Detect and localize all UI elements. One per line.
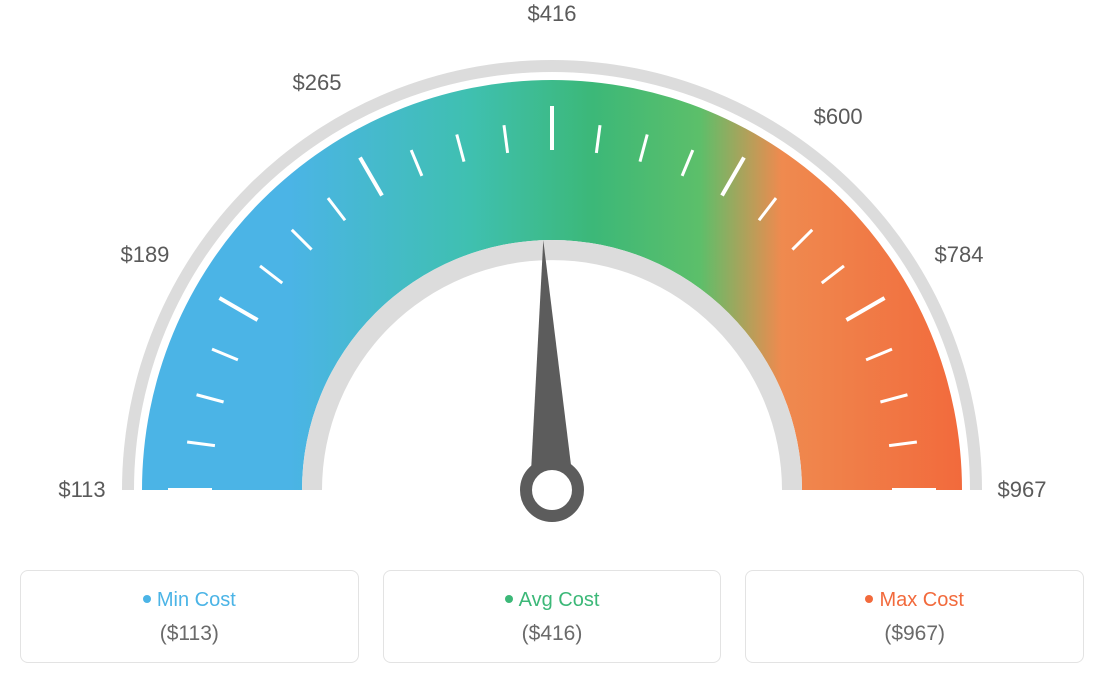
legend-value-min: ($113) xyxy=(31,622,348,646)
legend-card-avg: Avg Cost ($416) xyxy=(383,570,722,663)
cost-gauge-container: $113$189$265$416$600$784$967 Min Cost ($… xyxy=(20,20,1084,663)
dot-icon xyxy=(865,595,873,603)
gauge-svg xyxy=(20,20,1084,560)
legend-title-text: Avg Cost xyxy=(519,589,600,611)
legend-title-max: Max Cost xyxy=(756,589,1073,612)
legend-title-avg: Avg Cost xyxy=(394,589,711,612)
legend-card-max: Max Cost ($967) xyxy=(745,570,1084,663)
gauge-tick-label: $113 xyxy=(58,477,105,503)
legend-title-min: Min Cost xyxy=(31,589,348,612)
legend-card-min: Min Cost ($113) xyxy=(20,570,359,663)
dot-icon xyxy=(505,595,513,603)
legend-row: Min Cost ($113) Avg Cost ($416) Max Cost… xyxy=(20,570,1084,663)
gauge-tick-label: $784 xyxy=(935,242,984,268)
gauge-tick-label: $600 xyxy=(814,104,863,130)
dot-icon xyxy=(143,595,151,603)
gauge-tick-label: $189 xyxy=(120,242,169,268)
gauge-tick-label: $416 xyxy=(528,1,577,27)
gauge-tick-label: $265 xyxy=(293,70,342,96)
gauge-chart: $113$189$265$416$600$784$967 xyxy=(20,20,1084,560)
legend-value-max: ($967) xyxy=(756,622,1073,646)
gauge-tick-label: $967 xyxy=(998,477,1047,503)
legend-title-text: Max Cost xyxy=(879,589,963,611)
legend-value-avg: ($416) xyxy=(394,622,711,646)
legend-title-text: Min Cost xyxy=(157,589,236,611)
